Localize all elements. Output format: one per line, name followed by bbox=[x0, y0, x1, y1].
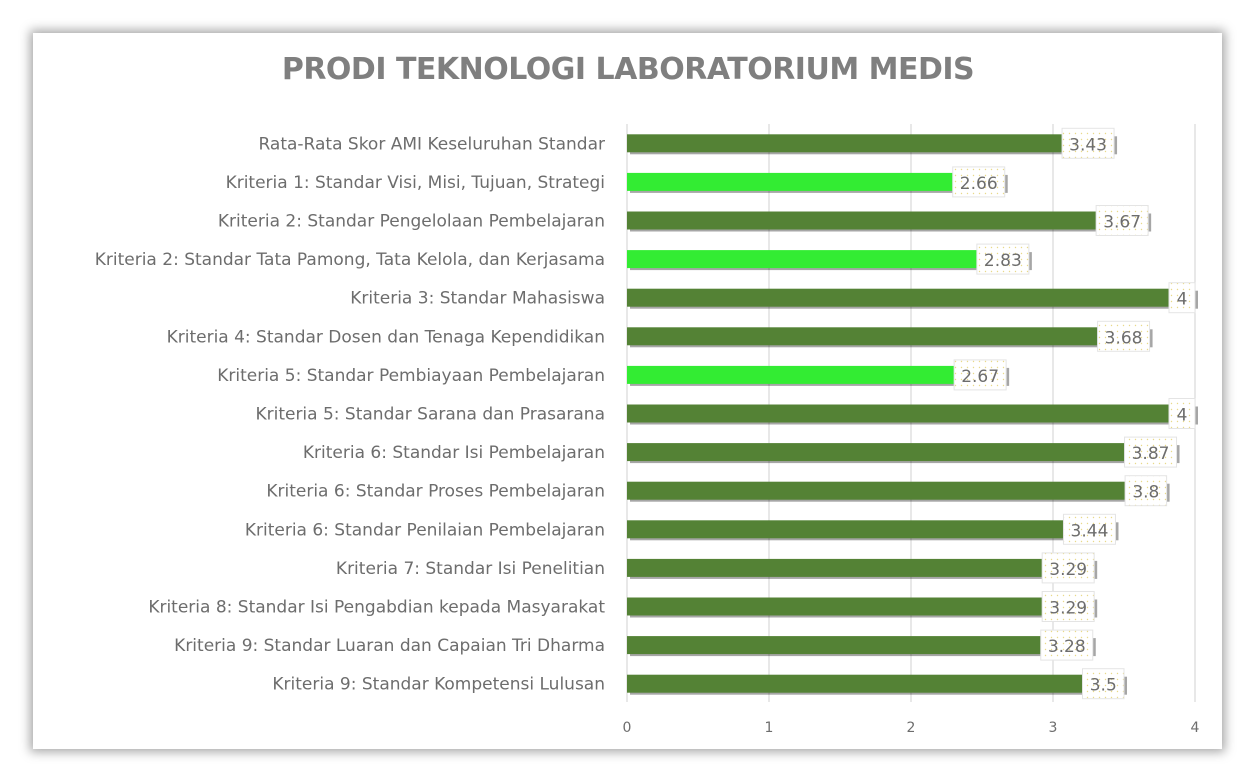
category-label: Rata-Rata Skor AMI Keseluruhan Standar bbox=[258, 134, 605, 154]
category-label: Kriteria 2: Standar Pengelolaan Pembelaj… bbox=[218, 212, 605, 232]
bar bbox=[627, 404, 1195, 423]
data-label: 3.68 bbox=[1105, 328, 1143, 348]
bar bbox=[627, 520, 1116, 539]
data-label: 4 bbox=[1177, 290, 1188, 310]
bar bbox=[627, 597, 1095, 616]
data-labels: 3.43 2.66 3.67 2.83 4 3.68 2.67 4 3.87 3.8 3.44 3.2… bbox=[952, 127, 1196, 700]
data-label: 2.66 bbox=[960, 174, 998, 194]
category-labels: Rata-Rata Skor AMI Keseluruhan Standar Kr… bbox=[95, 134, 606, 694]
bar bbox=[627, 674, 1124, 693]
data-label-box bbox=[953, 359, 1007, 391]
data-label-box bbox=[1082, 668, 1125, 700]
bar bbox=[627, 211, 1149, 230]
data-label-box bbox=[1061, 127, 1115, 159]
data-label-box bbox=[1168, 282, 1196, 314]
category-label: Kriteria 5: Standar Pembiayaan Pembelaja… bbox=[217, 366, 605, 386]
data-label: 3.5 bbox=[1090, 676, 1117, 696]
bar bbox=[627, 443, 1177, 462]
category-label: Kriteria 6: Standar Proses Pembelajaran bbox=[266, 482, 605, 502]
data-label-box bbox=[1097, 320, 1151, 352]
category-label: Kriteria 6: Standar Isi Pembelajaran bbox=[303, 443, 605, 463]
bar bbox=[627, 558, 1095, 577]
bar bbox=[627, 365, 1007, 384]
bar bbox=[627, 288, 1195, 307]
category-label: Kriteria 9: Standar Luaran dan Capaian T… bbox=[174, 636, 605, 656]
data-label: 3.44 bbox=[1071, 521, 1109, 541]
category-label: Kriteria 7: Standar Isi Penelitian bbox=[336, 559, 605, 579]
data-label-box bbox=[1040, 629, 1094, 661]
bar bbox=[627, 172, 1005, 191]
category-label: Kriteria 1: Standar Visi, Misi, Tujuan, … bbox=[226, 173, 605, 193]
bar bbox=[627, 134, 1115, 153]
x-tick-label: 2 bbox=[907, 720, 916, 736]
x-tick-label: 0 bbox=[623, 720, 632, 736]
category-label: Kriteria 5: Standar Sarana dan Prasarana bbox=[255, 405, 605, 425]
data-label: 3.43 bbox=[1069, 135, 1107, 155]
chart-title: PRODI TEKNOLOGI LABORATORIUM MEDIS bbox=[281, 52, 975, 87]
x-tick-label: 1 bbox=[765, 720, 774, 736]
bars bbox=[627, 134, 1198, 695]
category-label: Kriteria 4: Standar Dosen dan Tenaga Kep… bbox=[167, 327, 605, 347]
bar bbox=[627, 636, 1093, 655]
x-tick-label: 4 bbox=[1191, 720, 1200, 736]
category-label: Kriteria 3: Standar Mahasiswa bbox=[350, 289, 605, 309]
data-label-box bbox=[1124, 475, 1168, 507]
data-label-box bbox=[1041, 552, 1095, 584]
category-label: Kriteria 8: Standar Isi Pengabdian kepad… bbox=[148, 598, 605, 618]
data-label: 3.87 bbox=[1132, 444, 1170, 464]
category-label: Kriteria 6: Standar Penilaian Pembelajar… bbox=[245, 520, 605, 540]
data-label: 3.8 bbox=[1132, 483, 1159, 503]
bar bbox=[627, 250, 1029, 269]
data-label-box bbox=[952, 166, 1006, 198]
data-label-box bbox=[976, 243, 1030, 275]
data-label-box bbox=[1124, 436, 1178, 468]
data-label: 2.83 bbox=[984, 251, 1022, 271]
category-label: Kriteria 9: Standar Kompetensi Lulusan bbox=[272, 675, 605, 695]
x-axis-ticks: 0 1 2 3 4 bbox=[623, 720, 1200, 736]
data-label-box bbox=[1168, 398, 1196, 429]
x-tick-label: 3 bbox=[1049, 720, 1058, 736]
data-label: 3.28 bbox=[1048, 637, 1086, 657]
data-label: 2.67 bbox=[961, 367, 999, 387]
data-label-box bbox=[1041, 591, 1095, 622]
data-label-box bbox=[1062, 513, 1116, 545]
bar bbox=[627, 327, 1150, 346]
data-label: 3.29 bbox=[1049, 599, 1087, 619]
data-label: 3.67 bbox=[1103, 213, 1141, 233]
category-label: Kriteria 2: Standar Tata Pamong, Tata Ke… bbox=[95, 250, 605, 270]
data-label: 4 bbox=[1177, 406, 1188, 426]
data-label: 3.29 bbox=[1049, 560, 1087, 580]
bar bbox=[627, 481, 1167, 500]
data-label-box bbox=[1095, 205, 1149, 236]
